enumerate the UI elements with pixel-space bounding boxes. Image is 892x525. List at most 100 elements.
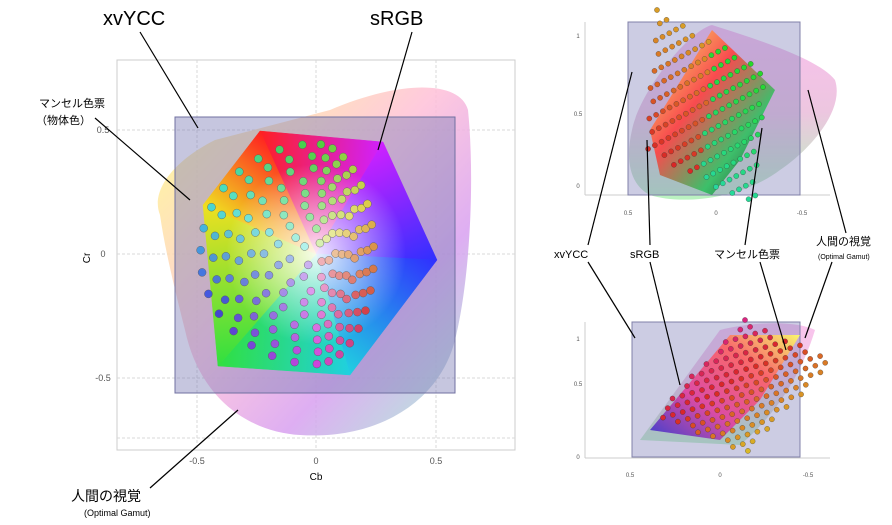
- right-bottom-plot: 1 0.5 0 0.5 0 -0.5: [574, 317, 830, 479]
- munsell-dot: [200, 224, 208, 232]
- munsell-dot: [797, 343, 802, 348]
- munsell-dot: [755, 429, 760, 434]
- munsell-dot: [213, 275, 221, 283]
- munsell-dot: [755, 132, 760, 137]
- munsell-dot: [299, 177, 307, 185]
- munsell-dot: [745, 432, 750, 437]
- munsell-dot: [221, 296, 229, 304]
- munsell-dot: [671, 88, 676, 93]
- munsell-dot: [279, 303, 287, 311]
- munsell-dot: [773, 342, 778, 347]
- munsell-dot: [695, 413, 700, 418]
- munsell-dot: [708, 158, 713, 163]
- munsell-dot: [317, 311, 325, 319]
- munsell-dot: [730, 444, 735, 449]
- munsell-dot: [343, 171, 351, 179]
- munsell-dot: [690, 33, 695, 38]
- munsell-dot: [285, 156, 293, 164]
- munsell-dot: [235, 168, 243, 176]
- munsell-dot: [298, 141, 306, 149]
- x-tick-label: 0.5: [430, 456, 443, 466]
- munsell-dot: [678, 84, 683, 89]
- munsell-dot: [286, 255, 294, 263]
- munsell-dot: [336, 229, 344, 237]
- munsell-dot: [718, 349, 723, 354]
- munsell-dot: [667, 105, 672, 110]
- munsell-dot: [737, 82, 742, 87]
- munsell-dot: [706, 39, 711, 44]
- munsell-dot: [720, 431, 725, 436]
- munsell-dot: [715, 154, 720, 159]
- munsell-dot: [818, 354, 823, 359]
- munsell-dot: [663, 48, 668, 53]
- munsell-dot: [218, 211, 226, 219]
- munsell-dot: [760, 420, 765, 425]
- munsell-dot: [677, 115, 682, 120]
- munsell-dot: [291, 358, 299, 366]
- munsell-dot: [710, 401, 715, 406]
- munsell-dot: [275, 261, 283, 269]
- munsell-dot: [368, 221, 376, 229]
- munsell-dot: [334, 310, 342, 318]
- munsell-dot: [685, 400, 690, 405]
- munsell-dot: [748, 341, 753, 346]
- munsell-dot: [251, 271, 259, 279]
- munsell-dot: [709, 53, 714, 58]
- munsell-dot: [723, 356, 728, 361]
- munsell-dot: [760, 85, 765, 90]
- munsell-dot: [659, 65, 664, 70]
- munsell-dot: [750, 422, 755, 427]
- munsell-dot: [715, 408, 720, 413]
- munsell-dot: [646, 146, 651, 151]
- munsell-dot: [328, 197, 336, 205]
- munsell-dot: [656, 51, 661, 56]
- munsell-dot: [803, 366, 808, 371]
- munsell-dot: [720, 181, 725, 186]
- munsell-dot: [673, 132, 678, 137]
- munsell-dot: [269, 312, 277, 320]
- munsell-dot: [739, 392, 744, 397]
- munsell-dot: [686, 125, 691, 130]
- munsell-dot: [747, 166, 752, 171]
- munsell-dot: [714, 359, 719, 364]
- munsell-dot: [680, 23, 685, 28]
- munsell-dot: [734, 386, 739, 391]
- munsell-dot: [318, 189, 326, 197]
- munsell-dot: [784, 388, 789, 393]
- munsell-dot: [714, 375, 719, 380]
- munsell-dot: [681, 98, 686, 103]
- munsell-dot: [738, 343, 743, 348]
- munsell-dot: [235, 257, 243, 265]
- munsell-dot: [728, 72, 733, 77]
- munsell-dot: [758, 338, 763, 343]
- munsell-dot: [733, 99, 738, 104]
- munsell-dot: [671, 162, 676, 167]
- munsell-dot: [325, 256, 333, 264]
- munsell-dot: [788, 362, 793, 367]
- label-human-note: (Optimal Gamut): [84, 508, 151, 518]
- munsell-dot: [753, 331, 758, 336]
- munsell-dot: [736, 112, 741, 117]
- munsell-dot: [798, 359, 803, 364]
- munsell-dot: [220, 184, 228, 192]
- munsell-dot: [705, 427, 710, 432]
- munsell-dot: [704, 378, 709, 383]
- munsell-dot: [662, 153, 667, 158]
- munsell-dot: [670, 44, 675, 49]
- munsell-dot: [749, 373, 754, 378]
- munsell-dot: [728, 147, 733, 152]
- munsell-dot: [317, 140, 325, 148]
- munsell-dot: [666, 135, 671, 140]
- munsell-dot: [349, 165, 357, 173]
- munsell-dot: [719, 398, 724, 403]
- munsell-dot: [717, 167, 722, 172]
- munsell-dot: [823, 360, 828, 365]
- munsell-dot: [265, 271, 273, 279]
- munsell-dot: [722, 45, 727, 50]
- munsell-dot: [793, 385, 798, 390]
- munsell-dot: [224, 230, 232, 238]
- munsell-dot: [277, 184, 285, 192]
- munsell-dot: [724, 372, 729, 377]
- munsell-dot: [313, 324, 321, 332]
- label-xvycc: xvYCC: [554, 249, 588, 261]
